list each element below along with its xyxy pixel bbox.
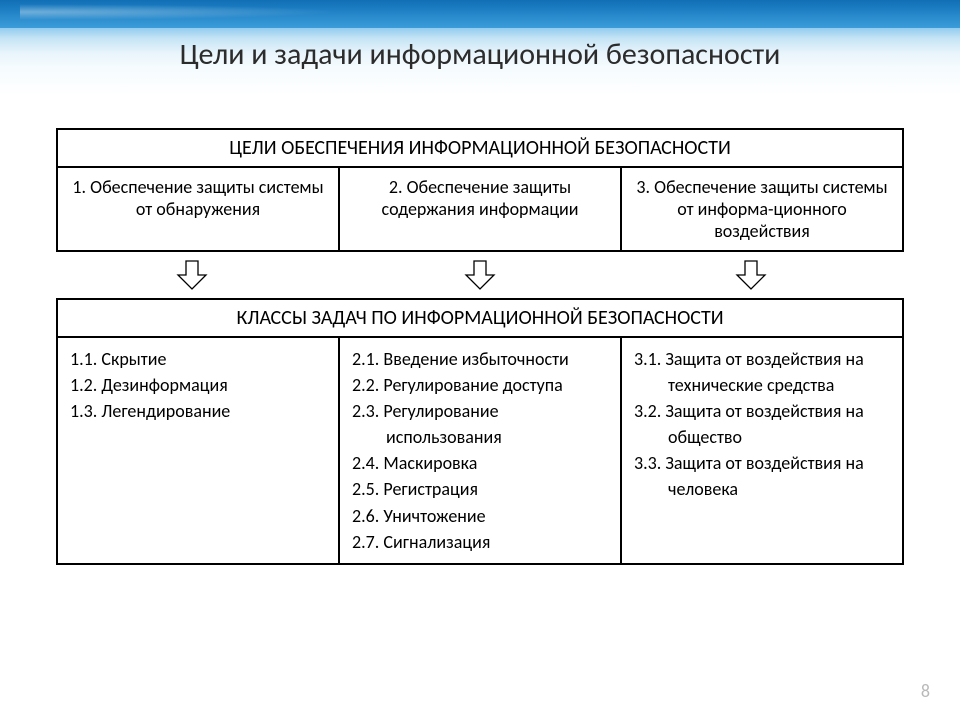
- tasks-table: КЛАССЫ ЗАДАЧ ПО ИНФОРМАЦИОННОЙ БЕЗОПАСНО…: [56, 298, 904, 565]
- goals-table-header: ЦЕЛИ ОБЕСПЕЧЕНИЯ ИНФОРМАЦИОННОЙ БЕЗОПАСН…: [57, 129, 903, 167]
- tasks-table-header: КЛАССЫ ЗАДАЧ ПО ИНФОРМАЦИОННОЙ БЕЗОПАСНО…: [57, 299, 903, 337]
- slide-header-band: Цели и задачи информационной безопасност…: [0, 0, 960, 96]
- task-item: 2.7. Сигнализация: [352, 529, 608, 555]
- tasks-col-2: 2.1. Введение избыточности2.2. Регулиров…: [339, 337, 621, 564]
- task-item: 3.1. Защита от воздействия на технически…: [634, 346, 890, 398]
- tasks-col-1: 1.1. Скрытие1.2. Дезинформация1.3. Леген…: [57, 337, 339, 564]
- tasks-col-3: 3.1. Защита от воздействия на технически…: [621, 337, 903, 564]
- task-item: 1.1. Скрытие: [70, 346, 326, 372]
- task-item: 2.5. Регистрация: [352, 476, 608, 502]
- down-arrow-icon: [734, 258, 768, 292]
- slide-title: Цели и задачи информационной безопасност…: [0, 36, 960, 73]
- task-item: 2.1. Введение избыточности: [352, 346, 608, 372]
- slide-content: ЦЕЛИ ОБЕСПЕЧЕНИЯ ИНФОРМАЦИОННОЙ БЕЗОПАСН…: [0, 96, 960, 565]
- task-item: 1.3. Легендирование: [70, 398, 326, 424]
- goals-cell-1: 1. Обеспечение защиты системы от обнаруж…: [57, 167, 339, 251]
- task-item: 3.2. Защита от воздействия на общество: [634, 398, 890, 450]
- goals-cell-2: 2. Обеспечение защиты содержания информа…: [339, 167, 621, 251]
- task-item: 3.3. Защита от воздействия на человека: [634, 450, 890, 502]
- task-item: 1.2. Дезинформация: [70, 372, 326, 398]
- page-number: 8: [921, 680, 930, 702]
- goals-table: ЦЕЛИ ОБЕСПЕЧЕНИЯ ИНФОРМАЦИОННОЙ БЕЗОПАСН…: [56, 128, 904, 252]
- arrows-row: [56, 252, 904, 298]
- goals-cell-3: 3. Обеспечение защиты системы от информа…: [621, 167, 903, 251]
- task-item: 2.6. Уничтожение: [352, 503, 608, 529]
- task-item: 2.3. Регулирование использования: [352, 398, 608, 450]
- task-item: 2.2. Регулирование доступа: [352, 372, 608, 398]
- task-item: 2.4. Маскировка: [352, 450, 608, 476]
- down-arrow-icon: [175, 258, 209, 292]
- down-arrow-icon: [463, 258, 497, 292]
